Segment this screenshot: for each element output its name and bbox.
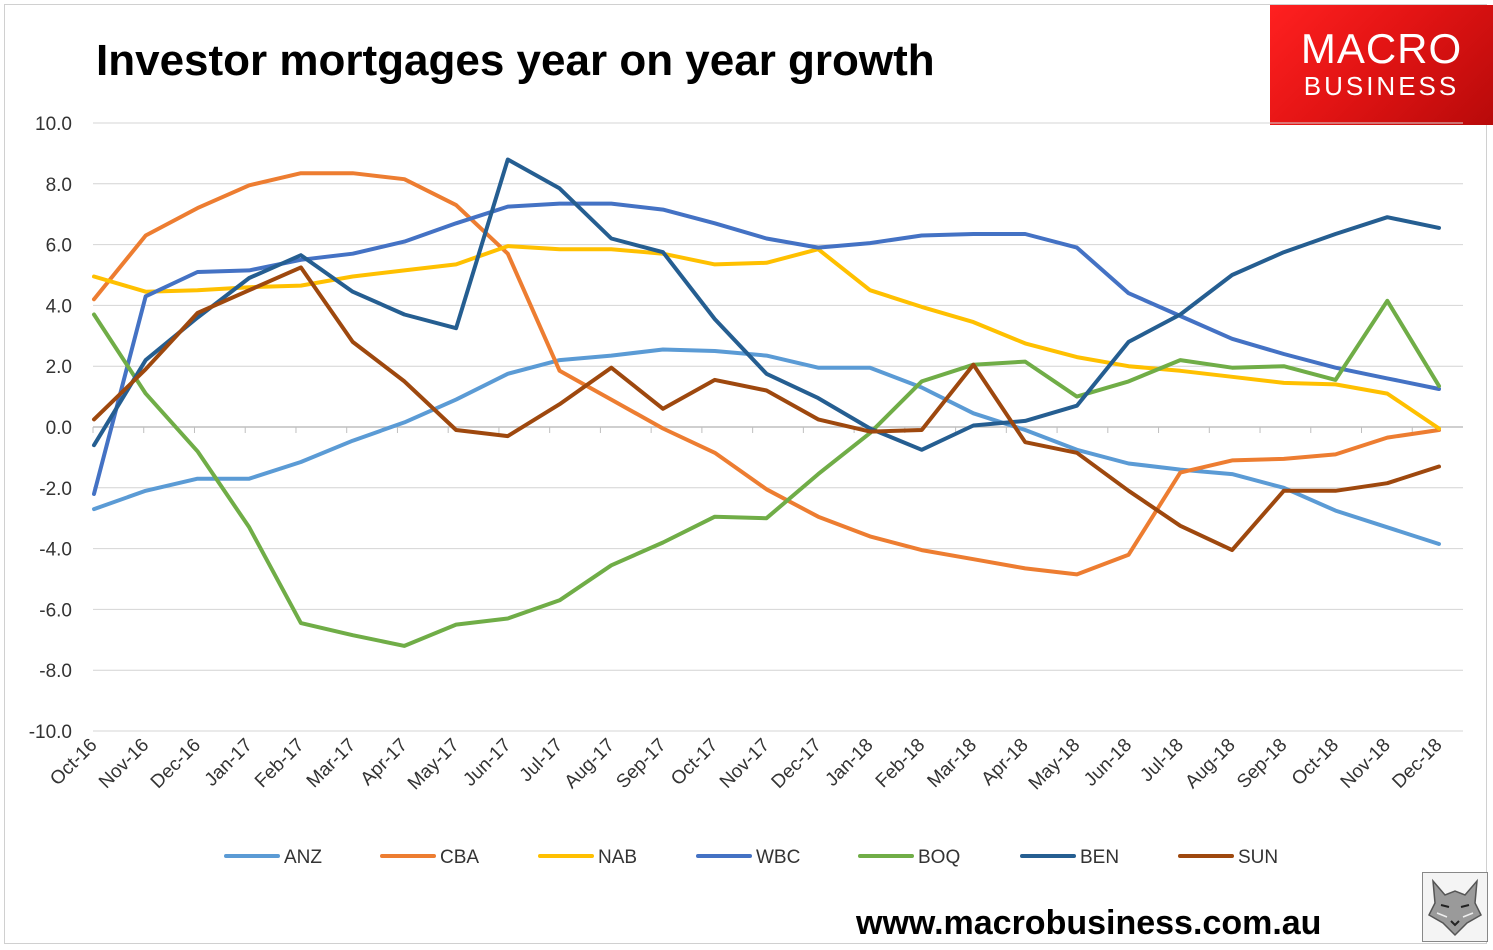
x-tick-label: Dec-17 [768, 735, 826, 793]
y-tick-label: 2.0 [46, 357, 72, 378]
series-line-cba [92, 171, 1441, 577]
x-tick-label: Aug-17 [561, 735, 619, 793]
series-line-sun [92, 265, 1441, 553]
x-tick-label: May-17 [404, 735, 464, 795]
x-tick-label: Jun-17 [459, 735, 515, 791]
x-axis-ticks: Oct-16Nov-16Dec-16Jan-17Feb-17Mar-17Apr-… [46, 735, 1446, 795]
legend-label-nab: NAB [598, 847, 637, 868]
x-tick-label: Nov-18 [1337, 735, 1395, 793]
legend-label-cba: CBA [440, 847, 479, 868]
x-tick-label: Dec-16 [147, 735, 205, 793]
website-url: www.macrobusiness.com.au [856, 904, 1322, 942]
x-tick-label: Sep-17 [612, 735, 670, 793]
legend-label-ben: BEN [1080, 847, 1119, 868]
legend-label-anz: ANZ [284, 847, 322, 868]
y-axis-ticks: 10.0 8.0 6.0 4.0 2.0 0.0 -2.0 -4.0 -6.0 -8.0 -10.0 [29, 114, 72, 743]
x-tick-label: Mar-17 [303, 735, 360, 792]
x-tick-label: Jan-17 [201, 735, 257, 791]
series-line-boq [92, 298, 1441, 648]
logo-line-macro: MACRO [1300, 25, 1463, 72]
legend-label-wbc: WBC [756, 847, 800, 868]
y-tick-label: 8.0 [46, 175, 72, 196]
x-tick-label: Nov-16 [95, 735, 153, 793]
x-tick-label: Apr-18 [978, 735, 1033, 790]
series-lines [92, 157, 1441, 648]
series-line-anz [92, 347, 1441, 546]
legend: ANZ CBA NAB WBC BOQ BEN SUN [224, 847, 1278, 868]
x-tick-label: Feb-17 [251, 735, 308, 792]
x-tick-label: Feb-18 [872, 735, 929, 792]
x-tick-label: Nov-17 [716, 735, 774, 793]
y-tick-label: -6.0 [39, 600, 72, 621]
y-tick-label: 4.0 [46, 296, 72, 317]
series-line-nab [92, 244, 1441, 431]
logo-line-business: BUSINESS [1303, 71, 1460, 101]
y-tick-label: -2.0 [39, 479, 72, 500]
x-tick-label: Jan-18 [822, 735, 878, 791]
x-tick-label: Mar-18 [924, 735, 981, 792]
x-tick-label: Jul-17 [516, 735, 567, 786]
x-tick-label: Oct-17 [667, 735, 722, 790]
x-tick-label: Oct-18 [1288, 735, 1343, 790]
y-tick-label: 0.0 [46, 418, 72, 439]
x-tick-label: May-18 [1025, 735, 1085, 795]
x-tick-label: Sep-18 [1233, 735, 1291, 793]
legend-label-boq: BOQ [918, 847, 960, 868]
y-tick-label: -10.0 [29, 722, 72, 743]
chart-frame [4, 4, 1487, 944]
grid-lines [92, 122, 1463, 732]
y-tick-label: -4.0 [39, 540, 72, 561]
x-tick-label: Dec-18 [1388, 735, 1446, 793]
x-tick-label: Apr-17 [357, 735, 412, 790]
y-tick-label: -8.0 [39, 661, 72, 682]
legend-label-sun: SUN [1238, 847, 1278, 868]
x-tick-label: Aug-18 [1181, 735, 1239, 793]
x-tick-label: Jun-18 [1080, 735, 1136, 791]
y-tick-label: 6.0 [46, 236, 72, 257]
chart-title: Investor mortgages year on year growth [96, 36, 935, 85]
wolf-logo-icon [1422, 872, 1488, 942]
series-line-ben [92, 157, 1441, 452]
y-tick-label: 10.0 [35, 114, 72, 135]
series-line-wbc [92, 201, 1441, 496]
macrobusiness-logo: MACRO BUSINESS [1270, 5, 1493, 125]
x-tick-label: Jul-18 [1136, 735, 1187, 786]
